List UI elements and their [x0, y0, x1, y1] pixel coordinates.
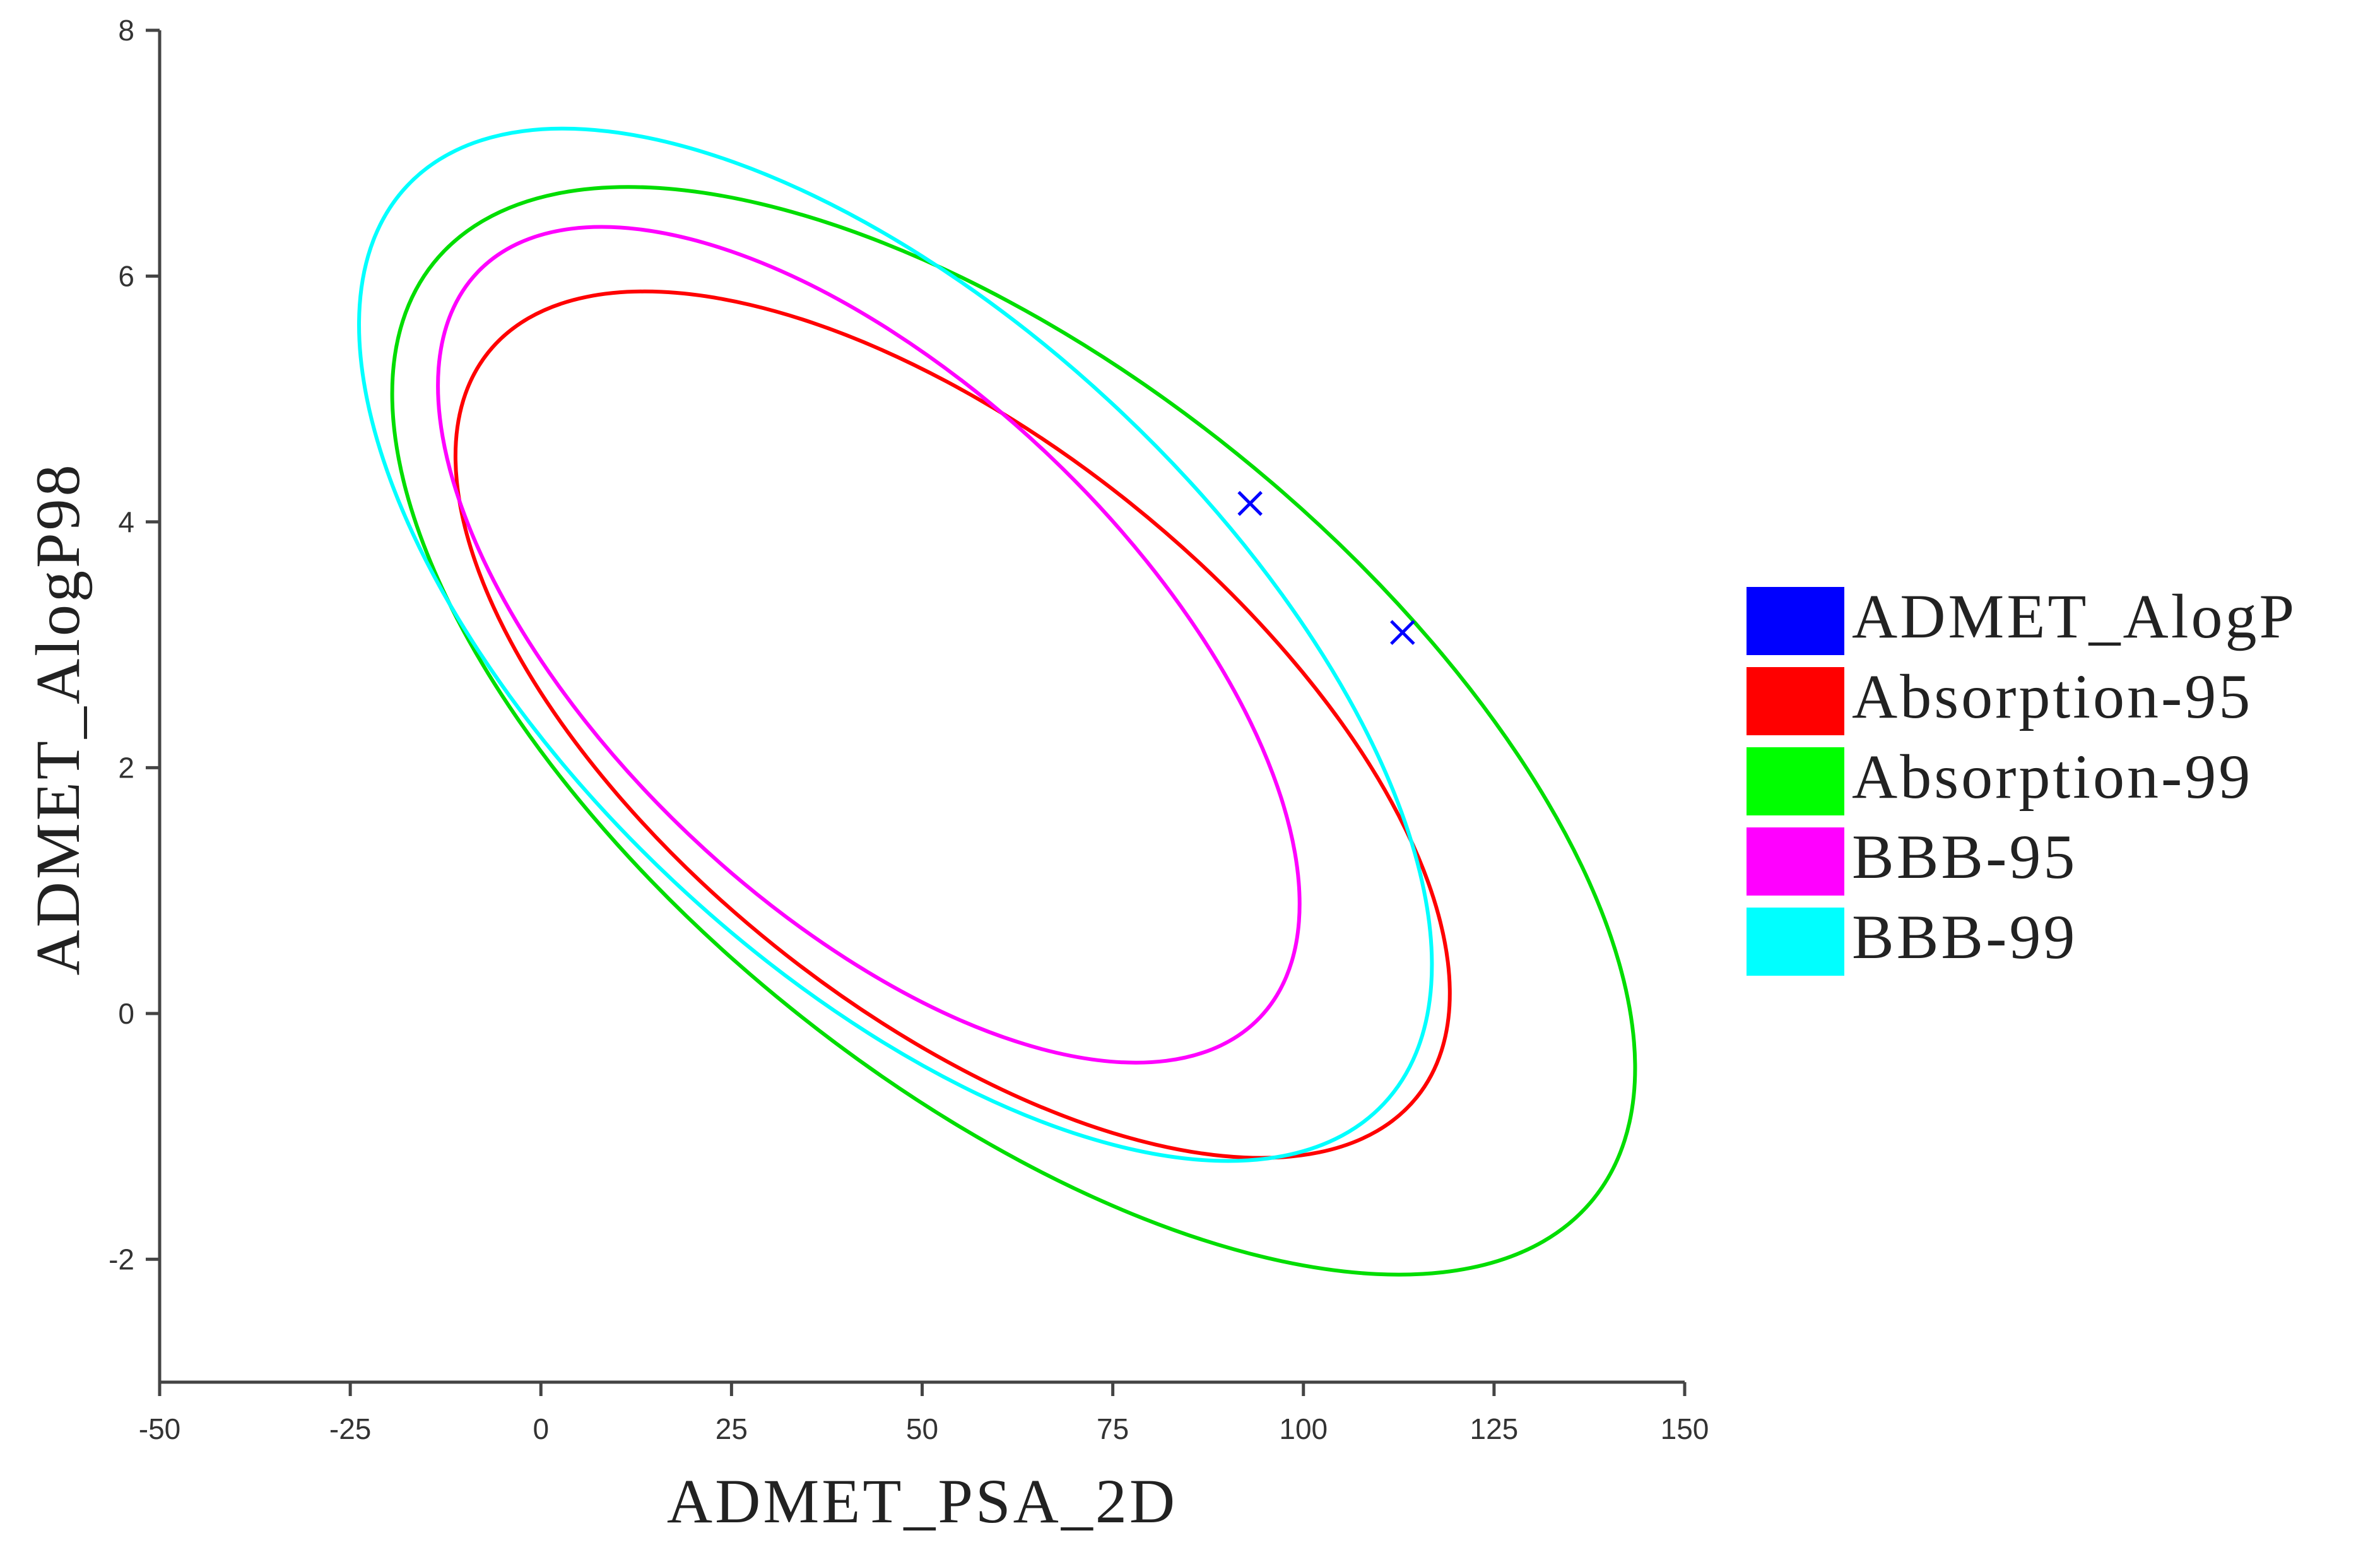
y-tick-label: -2	[109, 1243, 134, 1276]
legend-label: Absorption-99	[1852, 742, 2253, 812]
ellipse-absorption-99	[390, 185, 1637, 1277]
ellipse-absorption-95	[453, 289, 1452, 1160]
confidence-ellipses	[357, 126, 1637, 1277]
y-tick-label: 8	[118, 14, 134, 47]
x-tick-label: 125	[1470, 1412, 1519, 1445]
y-axis-title: ADMET_AlogP98	[23, 462, 93, 975]
x-tick-label: 150	[1661, 1412, 1709, 1445]
data-point-x-marker	[1237, 490, 1263, 516]
x-tick-label: 75	[1097, 1412, 1129, 1445]
legend-item: Absorption-99	[1747, 742, 2253, 815]
legend-swatch	[1747, 747, 1844, 815]
marker-stroke	[1237, 490, 1263, 516]
legend: ADMET_AlogP Absorption-95 Absorption-99 BBB…	[1747, 581, 2297, 976]
legend-item: Absorption-95	[1747, 661, 2253, 735]
legend-swatch	[1747, 908, 1844, 976]
y-tick-label: 4	[118, 506, 134, 538]
y-tick-label: 6	[118, 259, 134, 292]
data-points	[1237, 490, 1415, 645]
legend-label: Absorption-95	[1852, 661, 2253, 731]
legend-item: ADMET_AlogP	[1747, 581, 2297, 655]
legend-swatch	[1747, 827, 1844, 896]
x-tick-label: 50	[906, 1412, 938, 1445]
ellipse-bbb-95	[436, 225, 1302, 1065]
y-tick-label: 0	[118, 997, 134, 1030]
legend-label: BBB-95	[1852, 822, 2077, 892]
x-tick-label: 0	[533, 1412, 549, 1445]
data-point-x-marker	[1390, 620, 1415, 645]
legend-item: BBB-95	[1747, 822, 2077, 896]
x-tick-label: -50	[139, 1412, 180, 1445]
x-tick-label: 100	[1279, 1412, 1328, 1445]
x-axis-title: ADMET_PSA_2D	[667, 1466, 1177, 1536]
y-tick-label: 2	[118, 751, 134, 784]
ellipse-bbb-99	[357, 126, 1434, 1163]
x-tick-label: -25	[329, 1412, 371, 1445]
legend-swatch	[1747, 667, 1844, 735]
x-tick-label: 25	[716, 1412, 748, 1445]
legend-label: ADMET_AlogP	[1852, 581, 2297, 651]
marker-stroke	[1390, 620, 1415, 645]
legend-swatch	[1747, 587, 1844, 655]
axes: -50 -25 0 25 50 75 100 125 150 -2 0 2 4 6 8	[109, 14, 1709, 1445]
legend-item: BBB-99	[1747, 902, 2077, 976]
legend-label: BBB-99	[1852, 902, 2077, 972]
